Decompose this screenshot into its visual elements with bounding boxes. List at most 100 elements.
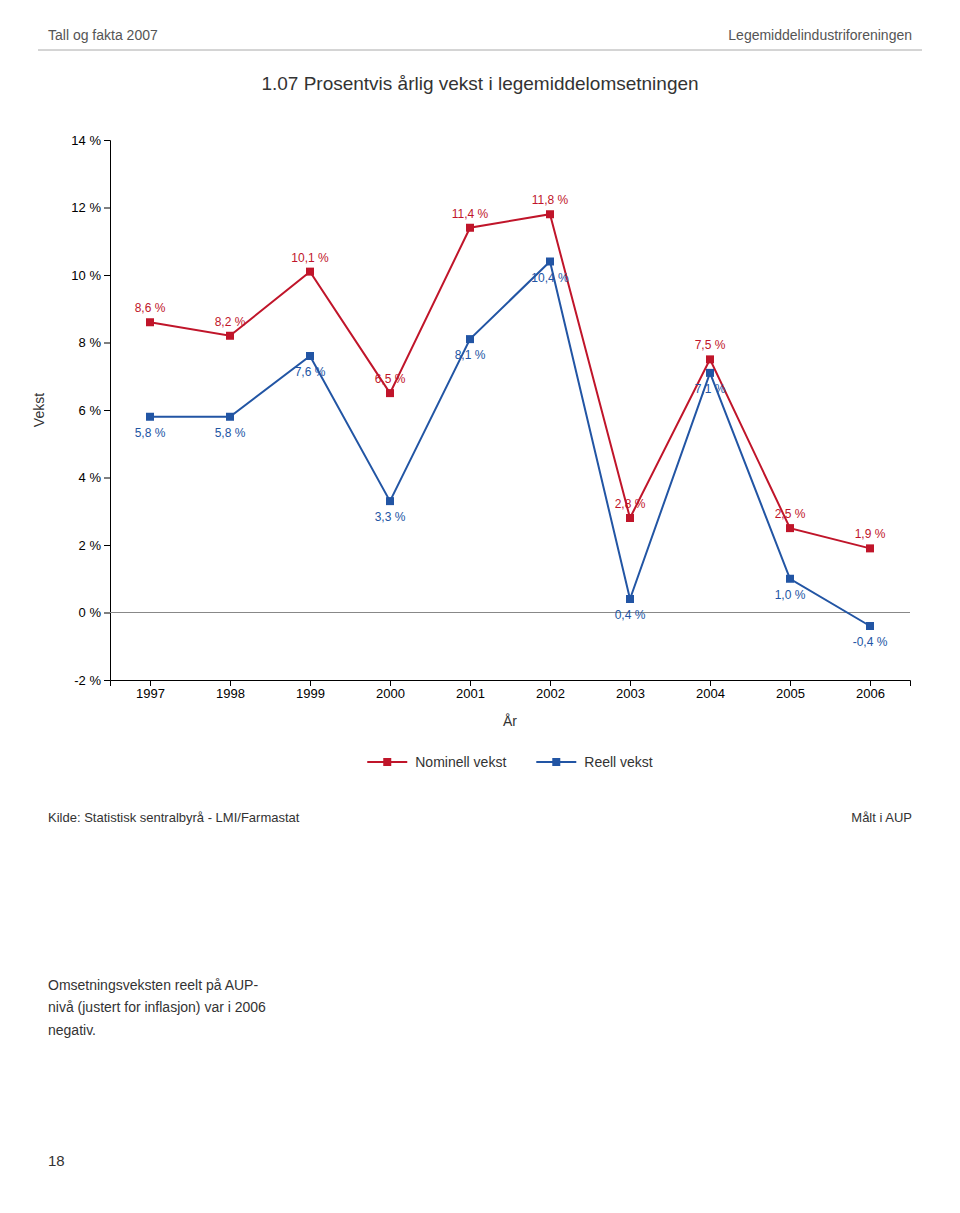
point [786, 575, 794, 583]
data-label: 7,6 % [295, 365, 326, 379]
legend-label: Nominell vekst [415, 754, 506, 770]
y-tick-label: 4 % [79, 470, 102, 485]
x-tick: 2000 [376, 680, 405, 701]
data-label: 11,8 % [532, 193, 569, 207]
x-axis: 1997 1998 1999 2000 2001 2002 2003 2004 2005 2006 [111, 680, 911, 701]
y-tick: 12 % [71, 200, 110, 215]
x-tick-mark [310, 680, 311, 686]
y-tick-mark [104, 613, 110, 614]
x-tick-mark [790, 680, 791, 686]
y-tick-label: 0 % [79, 605, 102, 620]
point [226, 332, 234, 340]
legend-label: Reell vekst [584, 754, 653, 770]
point [386, 389, 394, 397]
point [546, 258, 554, 266]
y-tick-mark [104, 208, 110, 209]
data-label: 0,4 % [615, 608, 646, 622]
x-tick: 1999 [296, 680, 325, 701]
data-label: 2,8 % [615, 497, 646, 511]
bottom-text-line: Omsetningsveksten reelt på AUP- [48, 977, 258, 993]
title: 1.07 Prosentvis årlig vekst i legemiddel… [261, 73, 698, 94]
x-axis-line [111, 681, 911, 687]
bottom-text: Omsetningsveksten reelt på AUP-nivå (jus… [48, 977, 266, 1038]
header-right: Legemiddelindustriforeningen [728, 27, 912, 43]
point [146, 318, 154, 326]
x-tick-label: 2001 [456, 686, 485, 701]
data-label: 10,1 % [291, 251, 329, 265]
y-tick: 2 % [79, 538, 110, 553]
data-label: -0,4 % [853, 635, 888, 649]
legend-marker [383, 758, 391, 766]
data-label: 6,5 % [375, 372, 406, 386]
page-number: 18 [48, 1152, 65, 1169]
point [706, 369, 714, 377]
y-tick-mark [104, 275, 110, 276]
point [626, 595, 634, 603]
x-tick: 2006 [856, 680, 885, 701]
x-tick-mark [230, 680, 231, 686]
y-tick: -2 % [74, 673, 110, 688]
x-axis-title: År [503, 713, 517, 729]
chart: Tall og fakta 2007 Legemiddelindustrifore… [0, 0, 960, 1213]
y-tick-label: -2 % [74, 673, 101, 688]
data-label: 8,6 % [135, 301, 166, 315]
y-tick-label: 14 % [71, 133, 101, 148]
x-tick-label: 2002 [536, 686, 565, 701]
point [786, 524, 794, 532]
data-label: 7,5 % [695, 338, 726, 352]
zero-line [110, 612, 910, 613]
header-left: Tall og fakta 2007 [48, 27, 158, 43]
point [866, 622, 874, 630]
plot-area [110, 210, 910, 630]
x-tick-mark [150, 680, 151, 686]
legend: Nominell vekst Reell vekst [367, 754, 653, 770]
data-label: 8,2 % [215, 315, 246, 329]
y-tick: 4 % [79, 470, 110, 485]
y-tick-mark [104, 410, 110, 411]
y-axis: -2 %0 %2 %4 %6 %8 %10 %12 %14 % [71, 133, 110, 688]
x-tick-label: 2004 [696, 686, 725, 701]
y-tick-mark [104, 680, 110, 681]
y-tick-label: 12 % [71, 200, 101, 215]
point [306, 268, 314, 276]
legend-marker [552, 758, 560, 766]
x-tick: 2002 [536, 680, 565, 701]
data-labels: 8,6 %8,2 %10,1 %6,5 %11,4 %11,8 %2,8 %7,… [135, 193, 888, 649]
y-tick-mark [104, 545, 110, 546]
legend-item: Reell vekst [536, 754, 653, 770]
x-tick-label: 2006 [856, 686, 885, 701]
x-tick: 2005 [776, 680, 805, 701]
y-axis-line [104, 141, 111, 681]
x-tick: 2003 [616, 680, 645, 701]
data-label: 3,3 % [375, 510, 406, 524]
data-label: 1,9 % [855, 527, 886, 541]
point [626, 514, 634, 522]
x-tick-label: 1997 [136, 686, 165, 701]
data-label: 8,1 % [455, 348, 486, 362]
y-tick-label: 2 % [79, 538, 102, 553]
header-rule [38, 50, 922, 51]
y-tick-mark [104, 140, 110, 141]
x-tick: 2004 [696, 680, 725, 701]
y-tick-mark [104, 343, 110, 344]
point [386, 497, 394, 505]
x-tick: 1998 [216, 680, 245, 701]
point [226, 413, 234, 421]
series-line [150, 262, 870, 627]
y-tick-mark [104, 478, 110, 479]
x-tick-mark [550, 680, 551, 686]
x-tick-label: 2003 [616, 686, 645, 701]
y-axis-title: Vekst [31, 393, 47, 427]
x-tick-label: 1999 [296, 686, 325, 701]
y-tick: 10 % [71, 268, 110, 283]
point [306, 352, 314, 360]
point [466, 224, 474, 232]
data-label: 7,1 % [695, 382, 726, 396]
x-tick-mark [470, 680, 471, 686]
x-tick-mark [390, 680, 391, 686]
y-tick: 0 % [79, 605, 110, 620]
series-line [150, 214, 870, 548]
data-label: 2,5 % [775, 507, 806, 521]
data-label: 5,8 % [215, 426, 246, 440]
point [546, 210, 554, 218]
